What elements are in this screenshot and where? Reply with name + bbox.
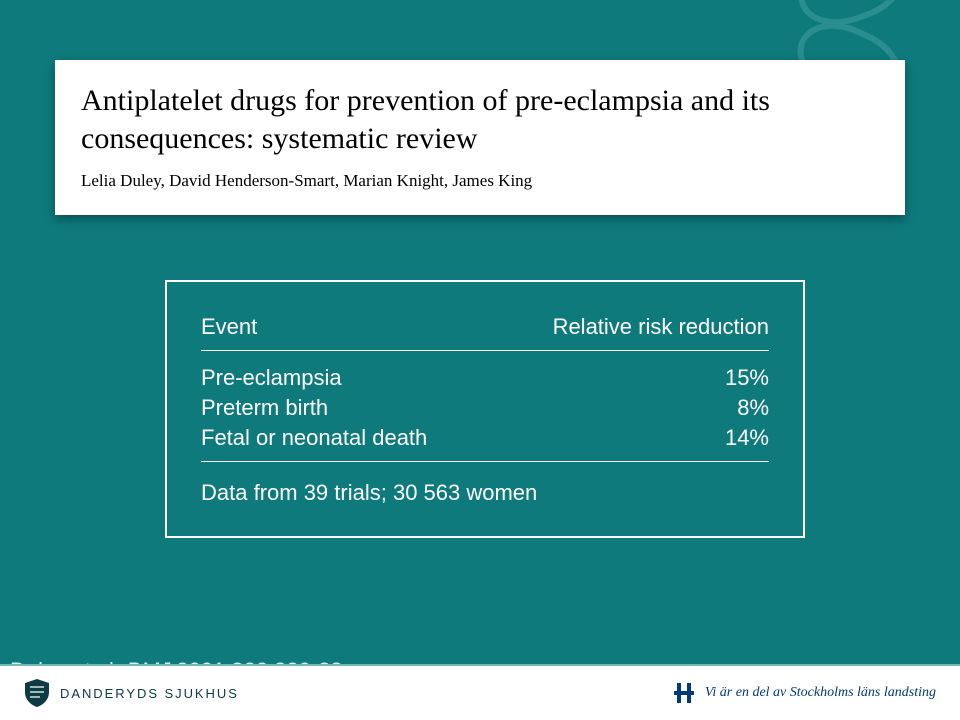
table-row: Preterm birth 8% bbox=[201, 395, 769, 421]
results-table: Event Relative risk reduction Pre-eclamp… bbox=[165, 280, 805, 538]
citation-card: Antiplatelet drugs for prevention of pre… bbox=[55, 60, 905, 215]
sll-logo-icon bbox=[673, 682, 695, 704]
table-row: Fetal or neonatal death 14% bbox=[201, 425, 769, 451]
rule bbox=[201, 461, 769, 462]
event-label: Preterm birth bbox=[201, 395, 328, 421]
event-label: Pre-eclampsia bbox=[201, 365, 342, 391]
footer-right-text: Vi är en del av Stockholms läns landstin… bbox=[705, 685, 936, 701]
event-label: Fetal or neonatal death bbox=[201, 425, 427, 451]
footer-left-text: DANDERYDS SJUKHUS bbox=[60, 686, 239, 701]
event-value: 14% bbox=[709, 425, 769, 451]
table-row: Pre-eclampsia 15% bbox=[201, 365, 769, 391]
table-footnote: Data from 39 trials; 30 563 women bbox=[201, 480, 769, 506]
footer-bar: DANDERYDS SJUKHUS Vi är en del av Stockh… bbox=[0, 664, 960, 720]
event-value: 8% bbox=[709, 395, 769, 421]
col-header-rrr: Relative risk reduction bbox=[553, 314, 769, 340]
rule bbox=[201, 350, 769, 351]
shield-icon bbox=[24, 678, 50, 708]
paper-title: Antiplatelet drugs for prevention of pre… bbox=[81, 82, 879, 157]
paper-authors: Lelia Duley, David Henderson-Smart, Mari… bbox=[81, 171, 879, 191]
footer-right: Vi är en del av Stockholms läns landstin… bbox=[673, 682, 936, 704]
event-value: 15% bbox=[709, 365, 769, 391]
col-header-event: Event bbox=[201, 314, 257, 340]
footer-left: DANDERYDS SJUKHUS bbox=[24, 678, 239, 708]
